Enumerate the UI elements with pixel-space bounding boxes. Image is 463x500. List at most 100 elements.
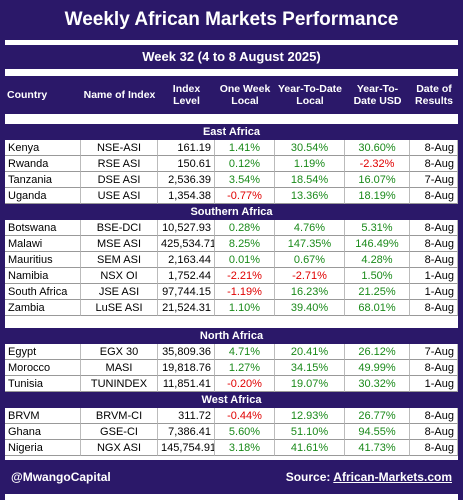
cell: 51.10% — [275, 424, 345, 440]
cell: 8-Aug — [410, 220, 458, 236]
cell: 8-Aug — [410, 300, 458, 316]
cell: 26.12% — [345, 344, 410, 360]
cell: BSE-DCI — [81, 220, 158, 236]
cell: -2.32% — [345, 156, 410, 172]
country: Uganda — [5, 188, 81, 204]
country: South Africa — [5, 284, 81, 300]
cell: 0.12% — [215, 156, 275, 172]
cell: 0.01% — [215, 252, 275, 268]
country: Namibia — [5, 268, 81, 284]
cell: DSE ASI — [81, 172, 158, 188]
cell: 10,527.93 — [158, 220, 215, 236]
cell: -0.44% — [215, 408, 275, 424]
cell: 150.61 — [158, 156, 215, 172]
cell: RSE ASI — [81, 156, 158, 172]
country: Zambia — [5, 300, 81, 316]
cell: 161.19 — [158, 140, 215, 156]
cell: 311.72 — [158, 408, 215, 424]
cell: 7-Aug — [410, 172, 458, 188]
column-header: Year-To-Date Local — [278, 83, 342, 107]
column-header: Country — [7, 89, 48, 101]
cell: 41.73% — [345, 440, 410, 456]
cell: 1-Aug — [410, 376, 458, 392]
cell: 3.54% — [215, 172, 275, 188]
cell: EGX 30 — [81, 344, 158, 360]
column-header: Name of Index — [83, 89, 156, 101]
cell: GSE-CI — [81, 424, 158, 440]
cell: 8-Aug — [410, 408, 458, 424]
country: Malawi — [5, 236, 81, 252]
cell: NSX OI — [81, 268, 158, 284]
cell: MSE ASI — [81, 236, 158, 252]
title: Weekly African Markets Performance — [5, 0, 458, 40]
cell: -2.71% — [275, 268, 345, 284]
cell: 18.54% — [275, 172, 345, 188]
column-header: Index Level — [172, 83, 201, 107]
cell: 39.40% — [275, 300, 345, 316]
cell: NSE-ASI — [81, 140, 158, 156]
cell: 3.18% — [215, 440, 275, 456]
cell: 4.71% — [215, 344, 275, 360]
country: Egypt — [5, 344, 81, 360]
country: Kenya — [5, 140, 81, 156]
cell: 425,534.71 — [158, 236, 215, 252]
source-link[interactable]: African-Markets.com — [333, 470, 452, 484]
cell: SEM ASI — [81, 252, 158, 268]
country: Ghana — [5, 424, 81, 440]
cell: 4.76% — [275, 220, 345, 236]
cell: 4.28% — [345, 252, 410, 268]
cell: 5.31% — [345, 220, 410, 236]
cell: 18.19% — [345, 188, 410, 204]
cell: JSE ASI — [81, 284, 158, 300]
cell: 8-Aug — [410, 252, 458, 268]
cell: 11,851.41 — [158, 376, 215, 392]
cell: 8-Aug — [410, 140, 458, 156]
country: Morocco — [5, 360, 81, 376]
cell: 1.50% — [345, 268, 410, 284]
source-label: Source: — [285, 470, 331, 484]
cell: 147.35% — [275, 236, 345, 252]
cell: 8-Aug — [410, 156, 458, 172]
cell: -0.20% — [215, 376, 275, 392]
cell: 1,354.38 — [158, 188, 215, 204]
cell: 68.01% — [345, 300, 410, 316]
cell: 30.60% — [345, 140, 410, 156]
cell: 12.93% — [275, 408, 345, 424]
cell: 2,163.44 — [158, 252, 215, 268]
cell: 1.27% — [215, 360, 275, 376]
footer-handle: @MwangoCapital — [11, 470, 111, 484]
cell: 49.99% — [345, 360, 410, 376]
cell: 26.77% — [345, 408, 410, 424]
country: Mauritius — [5, 252, 81, 268]
cell: 145,754.91 — [158, 440, 215, 456]
cell: LuSE ASI — [81, 300, 158, 316]
cell: 8.25% — [215, 236, 275, 252]
country: Rwanda — [5, 156, 81, 172]
cell: 1-Aug — [410, 284, 458, 300]
cell: -2.21% — [215, 268, 275, 284]
region-header: Southern Africa — [5, 204, 458, 220]
cell: 13.36% — [275, 188, 345, 204]
cell: 8-Aug — [410, 360, 458, 376]
region-header: North Africa — [5, 328, 458, 344]
cell: 146.49% — [345, 236, 410, 252]
cell: 5.60% — [215, 424, 275, 440]
cell: 1.19% — [275, 156, 345, 172]
cell: 1,752.44 — [158, 268, 215, 284]
content: Weekly African Markets Performance Week … — [5, 0, 458, 500]
cell: 35,809.36 — [158, 344, 215, 360]
cell: 34.15% — [275, 360, 345, 376]
cell: 1.10% — [215, 300, 275, 316]
cell: 16.07% — [345, 172, 410, 188]
cell: -0.77% — [215, 188, 275, 204]
cell: 16.23% — [275, 284, 345, 300]
subtitle: Week 32 (4 to 8 August 2025) — [5, 45, 458, 69]
region-header: East Africa — [5, 124, 458, 140]
country: Tunisia — [5, 376, 81, 392]
cell: 0.28% — [215, 220, 275, 236]
footer-source: Source: African-Markets.com — [286, 470, 452, 484]
column-header: Year-To-Date USD — [353, 83, 402, 107]
column-header-bar: Country Name of Index Index Level One Week … — [5, 76, 458, 114]
cell: 8-Aug — [410, 188, 458, 204]
